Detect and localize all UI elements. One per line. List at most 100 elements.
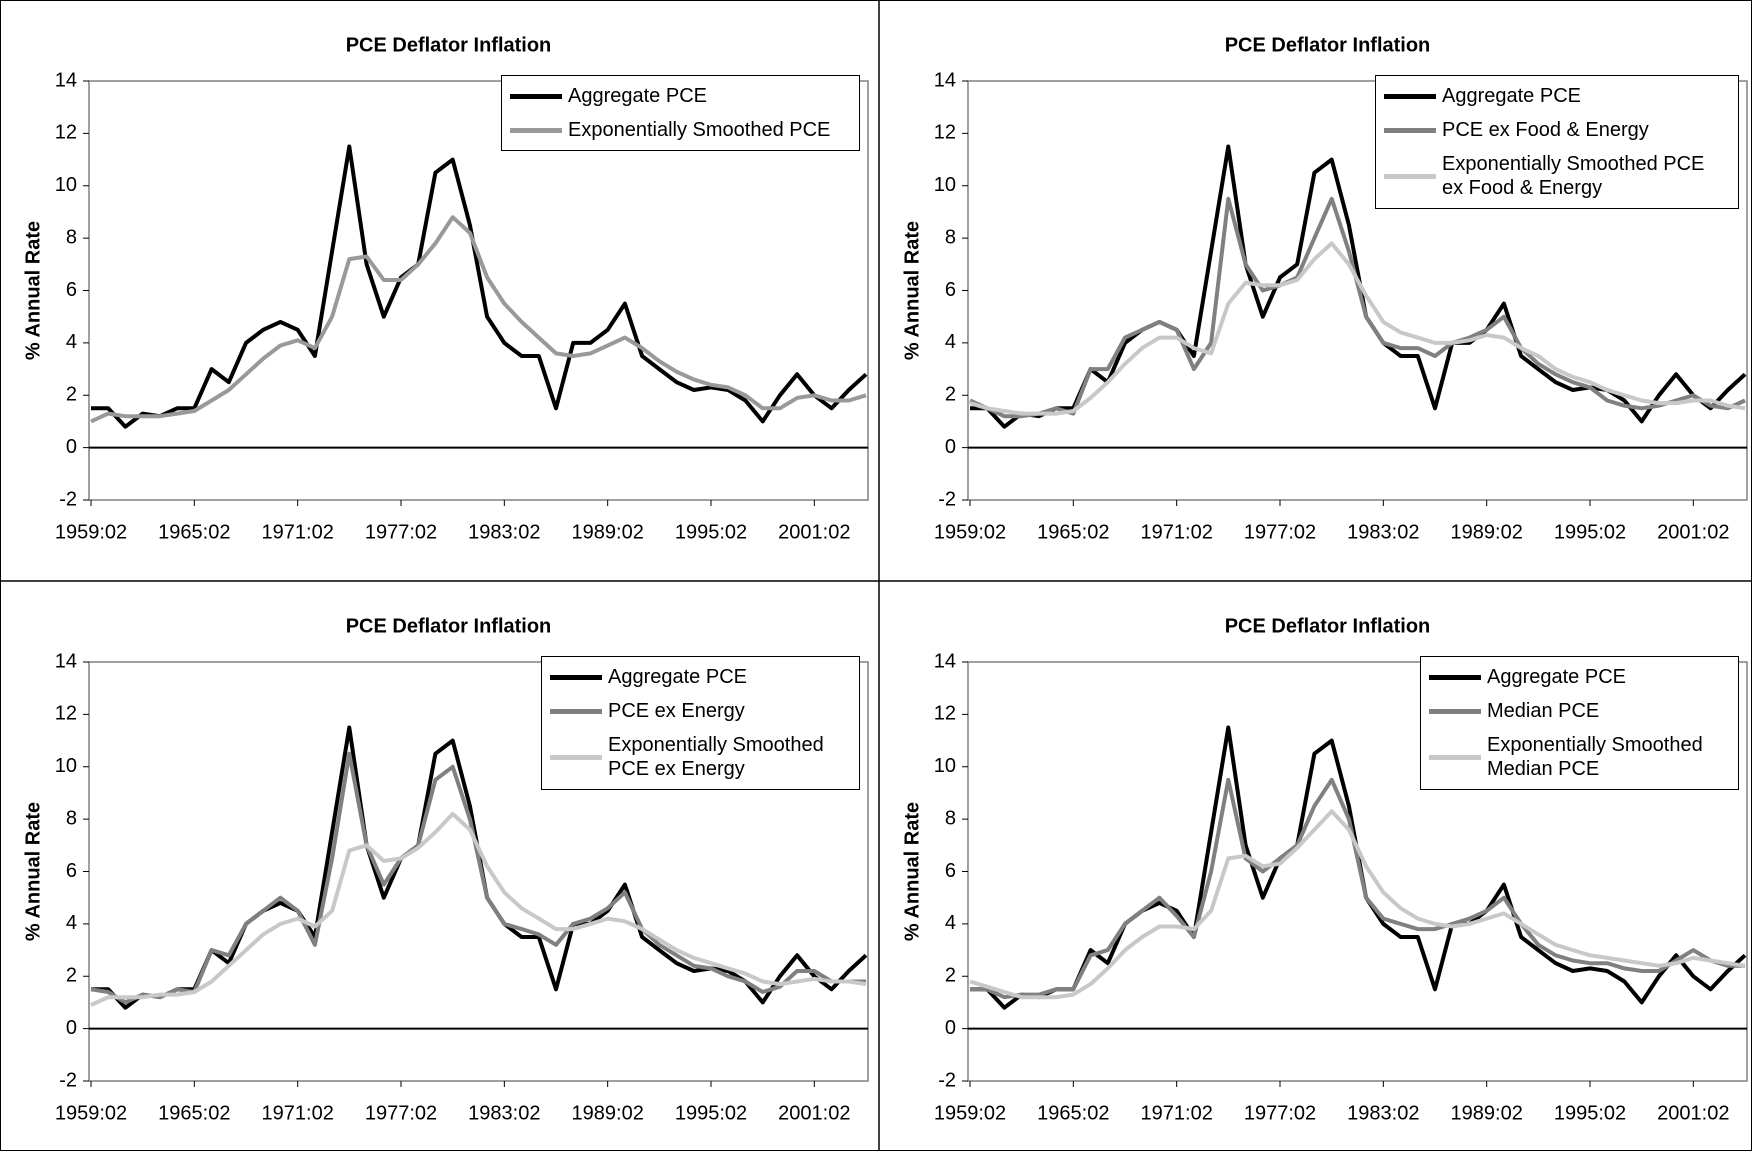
legend-label: Aggregate PCE — [1442, 85, 1581, 107]
y-tick-label: 0 — [66, 1017, 77, 1039]
series-line — [969, 809, 1746, 1000]
legend-swatch — [510, 127, 562, 133]
y-tick-label: 4 — [945, 331, 956, 353]
y-tick-label: 12 — [55, 122, 77, 144]
x-tick-label: 1995:02 — [1554, 1102, 1626, 1124]
x-tick-label: 1971:02 — [262, 1102, 334, 1124]
x-tick-label: 1995:02 — [675, 521, 747, 543]
y-tick-label: 12 — [934, 703, 956, 725]
y-tick-label: 8 — [945, 807, 956, 829]
x-tick-label: 1971:02 — [262, 521, 334, 543]
x-tick-label: 1965:02 — [158, 1102, 230, 1124]
legend-box: Aggregate PCE PCE ex Energy Exponentially … — [541, 656, 860, 790]
y-tick-label: 2 — [66, 384, 77, 406]
legend-item: Median PCE — [1429, 699, 1730, 723]
legend-box: Aggregate PCE Median PCE Exponentially Smo… — [1420, 656, 1739, 790]
x-tick-label: 1983:02 — [1347, 1102, 1419, 1124]
chart-title: PCE Deflator Inflation — [346, 615, 552, 637]
y-tick-label: 4 — [945, 912, 956, 934]
y-tick-label: 6 — [945, 860, 956, 882]
legend-item: Aggregate PCE — [550, 665, 851, 689]
legend-box: Aggregate PCE Exponentially Smoothed PCE — [501, 75, 860, 151]
chart: PCE Deflator Inflation % Annual Rate -2 0 2 4… — [22, 615, 869, 1124]
y-axis-title: % Annual Rate — [901, 221, 923, 360]
x-tick-label: 1989:02 — [1451, 521, 1523, 543]
series-line — [91, 144, 868, 429]
y-axis-title: % Annual Rate — [22, 221, 44, 360]
y-tick-label: 8 — [66, 226, 77, 248]
x-tick-label: 1977:02 — [365, 1102, 437, 1124]
x-tick-label: 1959:02 — [934, 1102, 1006, 1124]
legend-swatch — [1429, 754, 1481, 760]
x-tick-label: 1959:02 — [55, 1102, 127, 1124]
legend: Aggregate PCE PCE ex Energy Exponentially … — [541, 656, 860, 790]
legend-item: PCE ex Energy — [550, 699, 851, 723]
x-tick-label: 1965:02 — [158, 521, 230, 543]
legend-item: Aggregate PCE — [510, 84, 851, 108]
x-tick-label: 2001:02 — [778, 1102, 850, 1124]
x-tick-label: 1983:02 — [468, 521, 540, 543]
y-tick-label: 8 — [66, 807, 77, 829]
y-axis-title: % Annual Rate — [901, 802, 923, 941]
legend-label: Median PCE — [1487, 700, 1600, 722]
legend: Aggregate PCE Median PCE Exponentially Smo… — [1420, 656, 1739, 790]
legend-swatch — [1429, 674, 1481, 680]
series-line — [969, 241, 1746, 416]
y-tick-label: 0 — [945, 1017, 956, 1039]
y-tick-label: 6 — [945, 279, 956, 301]
x-tick-label: 1977:02 — [1244, 1102, 1316, 1124]
legend-swatch — [510, 93, 562, 99]
legend-label: PCE ex Food & Energy — [1442, 119, 1649, 141]
y-tick-label: -2 — [938, 488, 956, 510]
y-tick-label: 14 — [934, 650, 956, 672]
legend-item: Exponentially Smoothed PCE ex Energy — [550, 733, 851, 781]
chart-title: PCE Deflator Inflation — [346, 34, 552, 56]
chart-title: PCE Deflator Inflation — [1225, 34, 1431, 56]
legend-swatch — [550, 708, 602, 714]
legend-item: PCE ex Food & Energy — [1384, 118, 1730, 142]
y-tick-label: -2 — [59, 488, 77, 510]
chart: PCE Deflator Inflation % Annual Rate -2 0 2 4… — [901, 34, 1748, 543]
legend-label: Aggregate PCE — [568, 85, 707, 107]
y-axis-title: % Annual Rate — [22, 802, 44, 941]
y-tick-label: 10 — [55, 174, 77, 196]
y-tick-label: 6 — [66, 279, 77, 301]
x-tick-label: 1977:02 — [1244, 521, 1316, 543]
y-tick-label: 14 — [55, 69, 77, 91]
legend-item: Exponentially Smoothed PCE — [510, 118, 851, 142]
x-tick-label: 2001:02 — [1657, 1102, 1729, 1124]
series-line — [90, 751, 866, 1005]
chart-title: PCE Deflator Inflation — [1225, 615, 1431, 637]
y-tick-label: 2 — [66, 965, 77, 987]
legend-box: Aggregate PCE PCE ex Food & Energy Exponen… — [1375, 75, 1739, 209]
x-tick-label: 1971:02 — [1141, 521, 1213, 543]
x-tick-label: 1989:02 — [1451, 1102, 1523, 1124]
y-tick-label: 0 — [66, 436, 77, 458]
y-tick-label: 10 — [55, 755, 77, 777]
legend-label: Exponentially Smoothed PCE ex Energy — [608, 734, 824, 780]
legend-item: Aggregate PCE — [1429, 665, 1730, 689]
x-tick-label: 2001:02 — [1657, 521, 1729, 543]
legend-item: Exponentially Smoothed PCE ex Food & Ene… — [1384, 152, 1730, 200]
y-tick-label: 10 — [934, 174, 956, 196]
x-tick-label: 1959:02 — [55, 521, 127, 543]
x-tick-label: 1995:02 — [1554, 521, 1626, 543]
y-tick-label: 12 — [934, 122, 956, 144]
legend-label: Exponentially Smoothed Median PCE — [1487, 734, 1703, 780]
series-line — [90, 215, 867, 424]
y-tick-label: 4 — [66, 331, 77, 353]
x-tick-label: 1989:02 — [572, 521, 644, 543]
x-tick-label: 1971:02 — [1141, 1102, 1213, 1124]
y-tick-label: 2 — [945, 965, 956, 987]
y-tick-label: 14 — [934, 69, 956, 91]
legend-label: Exponentially Smoothed PCE — [568, 119, 831, 141]
x-tick-label: 1989:02 — [572, 1102, 644, 1124]
y-tick-label: 2 — [945, 384, 956, 406]
y-tick-label: 8 — [945, 226, 956, 248]
series-line — [970, 144, 1747, 429]
legend-label: Exponentially Smoothed PCE ex Food & Ene… — [1442, 153, 1705, 199]
legend-label: PCE ex Energy — [608, 700, 745, 722]
legend-item: Exponentially Smoothed Median PCE — [1429, 733, 1730, 781]
legend: Aggregate PCE PCE ex Food & Energy Exponen… — [1375, 75, 1739, 209]
